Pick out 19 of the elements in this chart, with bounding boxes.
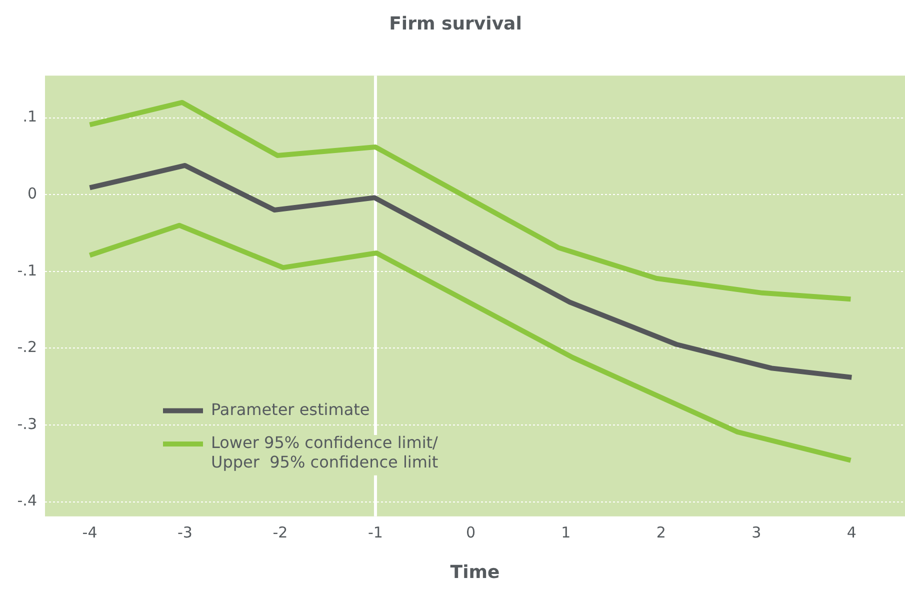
y-tick-label: -.4	[17, 492, 37, 510]
x-tick-label: 0	[466, 523, 476, 542]
x-axis-title: Time	[450, 562, 500, 583]
legend-label: Parameter estimate	[211, 400, 370, 419]
y-tick-label: .1	[22, 108, 37, 126]
x-tick-label: 3	[752, 523, 762, 542]
x-tick-label: -4	[82, 523, 98, 542]
x-tick-label: -2	[272, 523, 288, 542]
x-tick-label: 4	[846, 523, 856, 542]
y-tick-label: -.3	[17, 414, 37, 433]
x-tick-label: -3	[178, 523, 192, 542]
x-tick-label: 1	[561, 523, 571, 542]
y-tick-label: -.1	[17, 261, 37, 280]
x-tick-label: -1	[368, 523, 383, 542]
y-tick-label: 0	[27, 184, 37, 203]
x-tick-label: 2	[656, 523, 666, 542]
legend-label: Lower 95% confidence limit/ Upper 95% confidence limit	[211, 433, 439, 472]
y-tick-label: -.2	[17, 338, 37, 356]
chart-title: Firm survival	[389, 13, 522, 34]
